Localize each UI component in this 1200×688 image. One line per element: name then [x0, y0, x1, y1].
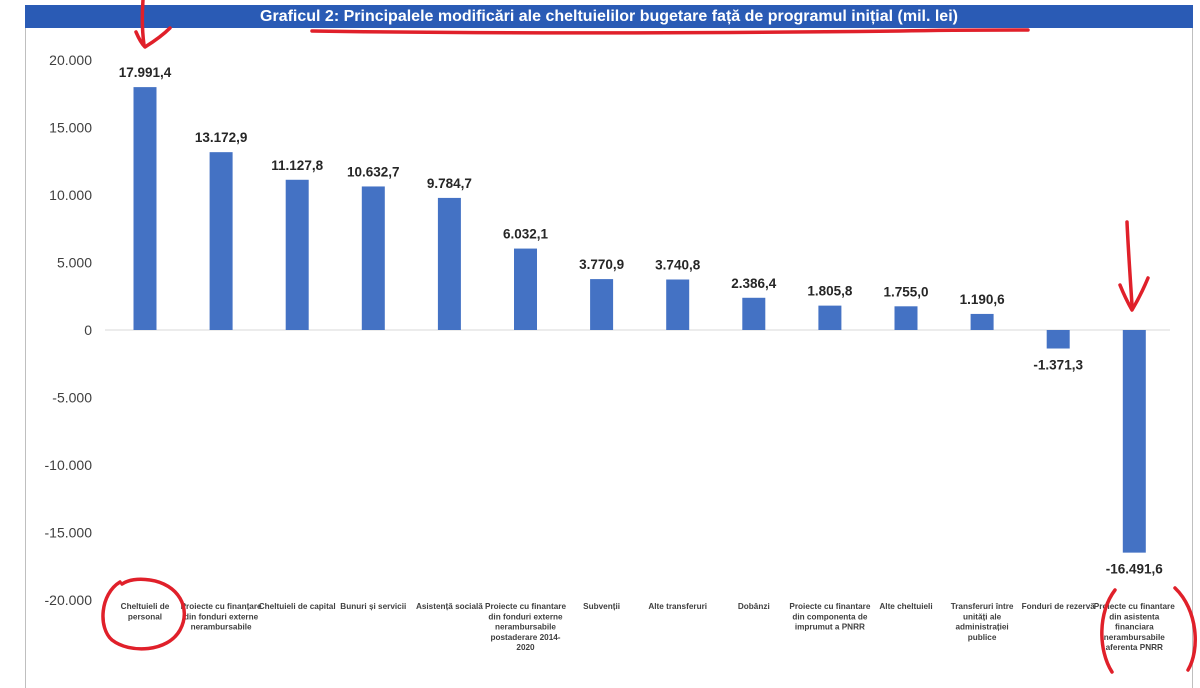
red-handwritten-annotations — [101, 0, 1197, 674]
bars — [133, 87, 1146, 553]
chart-border — [25, 28, 1193, 688]
data-label: 1.190,6 — [960, 292, 1006, 307]
category-label: Proiecte cu finantare din componenta de im… — [789, 602, 870, 632]
data-label: 3.770,9 — [579, 257, 624, 272]
circle-first-category — [101, 577, 186, 651]
y-tick-label: 10.000 — [49, 187, 92, 203]
bar — [894, 306, 918, 330]
circle-last-category — [1100, 586, 1197, 674]
data-label: -16.491,6 — [1106, 562, 1164, 577]
y-tick-label: -10.000 — [45, 457, 93, 473]
category-label: Bunuri și servicii — [340, 602, 406, 611]
data-label: 11.127,8 — [271, 158, 323, 173]
category-label: Dobânzi — [738, 602, 770, 611]
bar — [437, 197, 461, 330]
y-tick-label: 15.000 — [49, 120, 92, 136]
bar — [1046, 330, 1070, 349]
data-label: 6.032,1 — [503, 227, 549, 242]
y-tick-label: -5.000 — [52, 390, 92, 406]
category-label: Fonduri de rezervă — [1022, 602, 1096, 611]
category-label: Asistență socială — [416, 602, 483, 611]
category-label: Subvenții — [583, 602, 620, 611]
bar — [666, 279, 690, 330]
data-label: 1.805,8 — [807, 284, 853, 299]
category-label: Alte transferuri — [648, 602, 707, 611]
value-labels: 17.991,4 13.172,9 11.127,8 10.632,7 9.784,7 6… — [119, 65, 1164, 577]
bar — [1122, 330, 1146, 553]
bar — [361, 186, 385, 330]
bar — [209, 152, 233, 330]
data-label: 9.784,7 — [427, 176, 472, 191]
bar — [818, 305, 842, 330]
y-tick-label: -20.000 — [45, 592, 93, 608]
y-tick-label: 0 — [84, 322, 92, 338]
bar — [970, 313, 994, 330]
bar — [285, 179, 309, 330]
bar — [590, 279, 614, 330]
category-label: Cheltuieli de personal — [121, 602, 170, 621]
category-label: Proiecte cu finanțare din fonduri externe… — [181, 602, 262, 632]
x-axis-categories: Cheltuieli de personal Proiecte cu finanța… — [121, 602, 1176, 652]
arrow-first-bar-shaft — [140, 0, 146, 47]
y-tick-label: -15.000 — [45, 525, 93, 541]
y-tick-label: 5.000 — [57, 255, 92, 271]
bar — [742, 297, 766, 330]
category-label: Proiecte cu finantare din fonduri externe… — [485, 602, 566, 652]
bar — [133, 87, 157, 331]
data-label: 13.172,9 — [195, 130, 248, 145]
category-label: Transferuri între unități ale administrați… — [951, 602, 1014, 642]
chart-title: Graficul 2: Principalele modificări ale … — [25, 5, 1193, 28]
title-underline — [310, 28, 1030, 35]
data-label: 1.755,0 — [883, 284, 928, 299]
bar — [514, 248, 537, 330]
arrow-first-bar-head — [134, 26, 172, 49]
y-tick-label: 20.000 — [49, 52, 92, 68]
data-label: 17.991,4 — [119, 65, 172, 80]
arrow-last-bar-head — [1118, 276, 1150, 312]
data-label: 2.386,4 — [731, 276, 777, 291]
data-label: 3.740,8 — [655, 257, 701, 272]
category-label: Proiecte cu finantare din asistenta financ… — [1094, 602, 1175, 652]
category-label: Alte cheltuieli — [879, 602, 932, 611]
data-label: 10.632,7 — [347, 164, 400, 179]
y-axis: 20.000 15.000 10.000 5.000 0 -5.000 -10.000 -15… — [45, 52, 93, 608]
data-label: -1.371,3 — [1033, 358, 1083, 373]
arrow-last-bar-shaft — [1125, 220, 1134, 307]
category-label: Cheltuieli de capital — [259, 602, 336, 611]
